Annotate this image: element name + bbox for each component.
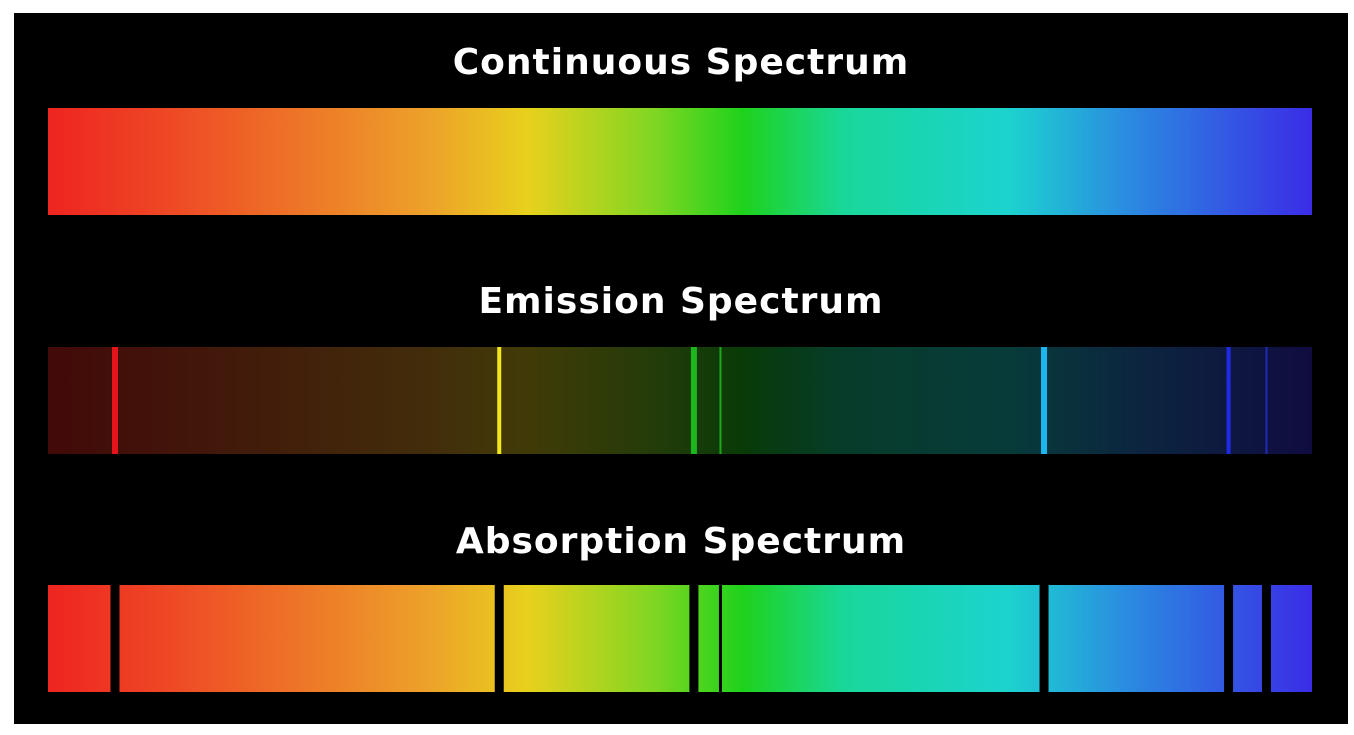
absorption-line-4 xyxy=(718,585,722,692)
absorption-spectrum-graphic xyxy=(48,585,1312,692)
emission-spectrum-graphic xyxy=(48,347,1312,454)
continuous-spectrum-title: Continuous Spectrum xyxy=(452,42,910,83)
absorption-line-7 xyxy=(1261,585,1271,692)
emission-line-2 xyxy=(497,347,502,454)
emission-spectrum-band xyxy=(48,347,1312,454)
emission-line-3 xyxy=(690,347,697,454)
emission-line-6 xyxy=(1226,347,1231,454)
emission-line-1 xyxy=(111,347,118,454)
absorption-line-6 xyxy=(1224,585,1234,692)
absorption-line-1 xyxy=(110,585,120,692)
spectra-panel: Continuous Spectrum Emission Spectrum Ab… xyxy=(14,13,1348,724)
absorption-line-2 xyxy=(494,585,504,692)
absorption-spectrum-band xyxy=(48,585,1312,692)
emission-line-7 xyxy=(1265,347,1268,454)
absorption-line-5 xyxy=(1039,585,1049,692)
emission-dim-overlay xyxy=(48,347,1312,454)
continuous-spectrum-graphic xyxy=(48,108,1312,215)
continuous-gradient xyxy=(48,108,1312,215)
emission-line-5 xyxy=(1041,347,1048,454)
absorption-gradient xyxy=(48,585,1312,692)
absorption-line-3 xyxy=(689,585,699,692)
emission-line-4 xyxy=(719,347,722,454)
continuous-spectrum-band xyxy=(48,108,1312,215)
emission-spectrum-title: Emission Spectrum xyxy=(478,281,884,322)
absorption-spectrum-title: Absorption Spectrum xyxy=(455,521,907,562)
